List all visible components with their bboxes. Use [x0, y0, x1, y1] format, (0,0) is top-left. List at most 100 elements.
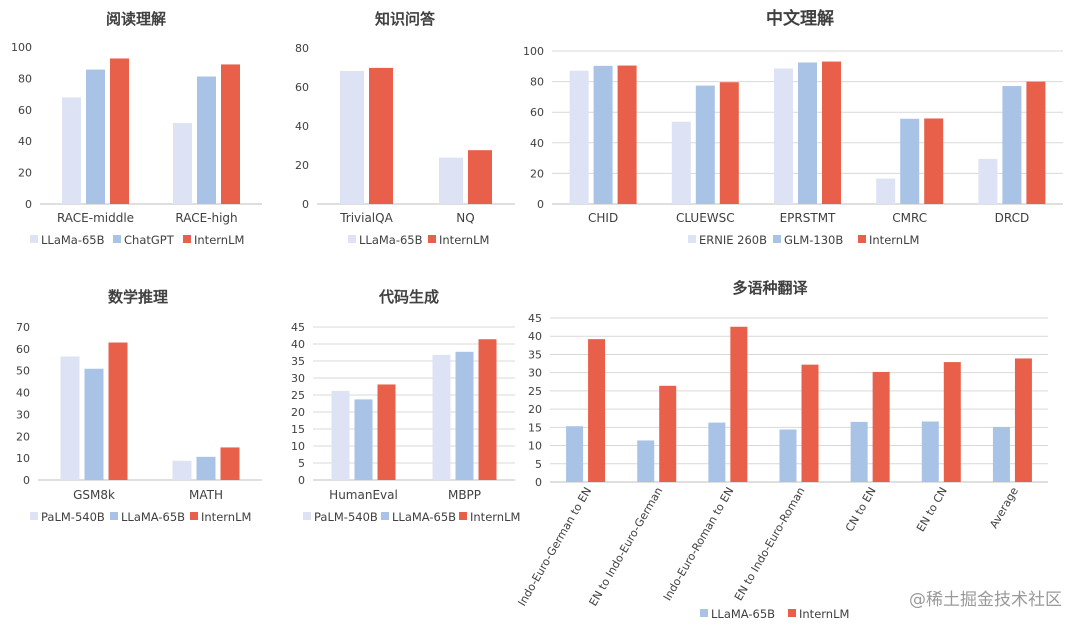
knowledge-ytick-label: 20 [295, 159, 309, 172]
reading-ytick-label: 40 [18, 135, 32, 148]
chinese-bar-ernie-260b [774, 68, 793, 204]
watermark: @稀土掘金技术社区 [909, 590, 1062, 610]
math-title: 数学推理 [108, 288, 168, 306]
chinese-bar-glm-130b [1002, 86, 1022, 204]
knowledge-legend-label: LLaMa-65B [359, 233, 423, 247]
translation-category-label: EN to Indo-Euro-Roman [732, 485, 808, 603]
code-ytick-label: 40 [291, 338, 305, 351]
math-ytick-label: 50 [16, 365, 30, 378]
chinese-ytick-label: 60 [530, 106, 544, 119]
knowledge-bar-internlm [468, 150, 492, 204]
chinese-ytick-label: 0 [537, 198, 544, 211]
math-ytick-label: 30 [16, 408, 30, 421]
reading-legend-swatch [183, 235, 191, 243]
chinese-category-label: DRCD [995, 211, 1030, 225]
translation-category-label: CN to EN [843, 485, 879, 534]
math-ytick-label: 60 [16, 343, 30, 356]
translation-ytick-label: 15 [528, 421, 542, 434]
translation-title: 多语种翻译 [732, 279, 808, 297]
chinese-ytick-label: 40 [530, 137, 544, 150]
translation-legend-label: LLaMA-65B [711, 607, 775, 621]
math-legend-swatch [190, 512, 198, 520]
chinese-bar-internlm [1026, 81, 1046, 204]
code-ytick-label: 25 [291, 389, 305, 402]
reading-bar-llama-65b [173, 122, 192, 204]
translation-ytick-label: 30 [528, 367, 542, 380]
knowledge-bar-llama-65b [340, 71, 364, 204]
translation-bar-llama-65b [921, 421, 939, 482]
math-ytick-label: 20 [16, 430, 30, 443]
chinese-legend-swatch [858, 235, 866, 243]
math-bar-internlm [220, 447, 240, 480]
chinese-legend-label: InternLM [869, 233, 919, 247]
reading-ytick-label: 20 [18, 167, 32, 180]
translation-bar-llama-65b [779, 429, 797, 482]
reading-bar-chatgpt [86, 69, 105, 204]
knowledge-legend-swatch [348, 235, 356, 243]
translation-category-label: Indo-Euro-German to EN [515, 485, 594, 608]
translation-category-label: Average [987, 485, 1021, 531]
code-category-label: HumanEval [329, 488, 398, 502]
chinese-legend-label: ERNIE 260B [699, 233, 767, 247]
code-title: 代码生成 [378, 288, 439, 306]
reading-category-label: RACE-high [175, 211, 237, 225]
translation-bar-internlm [588, 339, 606, 482]
translation-ytick-label: 45 [528, 312, 542, 325]
chinese-bar-glm-130b [900, 118, 920, 204]
translation-bar-llama-65b [566, 426, 584, 482]
code-legend-label: PaLM-540B [314, 510, 378, 524]
reading-legend-label: ChatGPT [124, 233, 175, 247]
reading-legend-label: InternLM [194, 233, 244, 247]
translation-legend-swatch [788, 609, 796, 617]
knowledge-bar-llama-65b [439, 157, 463, 204]
math-bar-palm-540b [60, 356, 80, 480]
translation-bar-llama-65b [708, 422, 726, 482]
code-legend-label: LLaMA-65B [392, 510, 456, 524]
chinese-bar-internlm [822, 61, 841, 204]
knowledge-ytick-label: 0 [302, 198, 309, 211]
translation-ytick-label: 0 [535, 476, 542, 489]
translation-ytick-label: 25 [528, 385, 542, 398]
translation-bar-internlm [1014, 358, 1032, 482]
code-ytick-label: 10 [291, 440, 305, 453]
chinese-category-label: CMRC [892, 211, 927, 225]
reading-ytick-label: 0 [25, 198, 32, 211]
translation-bar-llama-65b [850, 421, 868, 482]
code-bar-internlm [377, 384, 396, 480]
code-bar-llama-65b [455, 351, 474, 480]
code-ytick-label: 5 [298, 457, 305, 470]
math-ytick-label: 10 [16, 452, 30, 465]
chinese-bar-internlm [719, 82, 739, 204]
knowledge-ytick-label: 60 [295, 81, 309, 94]
code-category-label: MBPP [448, 488, 481, 502]
reading-legend-swatch [30, 235, 38, 243]
math-ytick-label: 70 [16, 321, 30, 334]
knowledge-bar-internlm [369, 67, 393, 204]
translation-category-label: EN to CN [914, 485, 950, 534]
math-category-label: MATH [189, 488, 223, 502]
chinese-bar-glm-130b [695, 85, 715, 204]
translation-bar-internlm [801, 364, 819, 482]
code-ytick-label: 15 [291, 423, 305, 436]
reading-bar-internlm [221, 64, 240, 204]
chinese-category-label: CLUEWSC [676, 211, 735, 225]
translation-bar-internlm [943, 362, 961, 482]
math-ytick-label: 40 [16, 387, 30, 400]
chinese-bar-internlm [924, 118, 944, 204]
translation-ytick-label: 5 [535, 458, 542, 471]
chinese-ytick-label: 100 [523, 45, 544, 58]
chinese-bar-internlm [617, 65, 637, 204]
math-legend-label: LLaMA-65B [121, 510, 185, 524]
code-ytick-label: 35 [291, 355, 305, 368]
code-ytick-label: 30 [291, 372, 305, 385]
code-ytick-label: 0 [298, 474, 305, 487]
reading-bar-chatgpt [197, 76, 216, 204]
chinese-ytick-label: 80 [530, 76, 544, 89]
math-category-label: GSM8k [73, 488, 115, 502]
translation-bar-internlm [659, 385, 677, 482]
math-bar-internlm [108, 342, 128, 480]
translation-category-label: EN to Indo-Euro-German [587, 485, 666, 608]
translation-ytick-label: 35 [528, 348, 542, 361]
